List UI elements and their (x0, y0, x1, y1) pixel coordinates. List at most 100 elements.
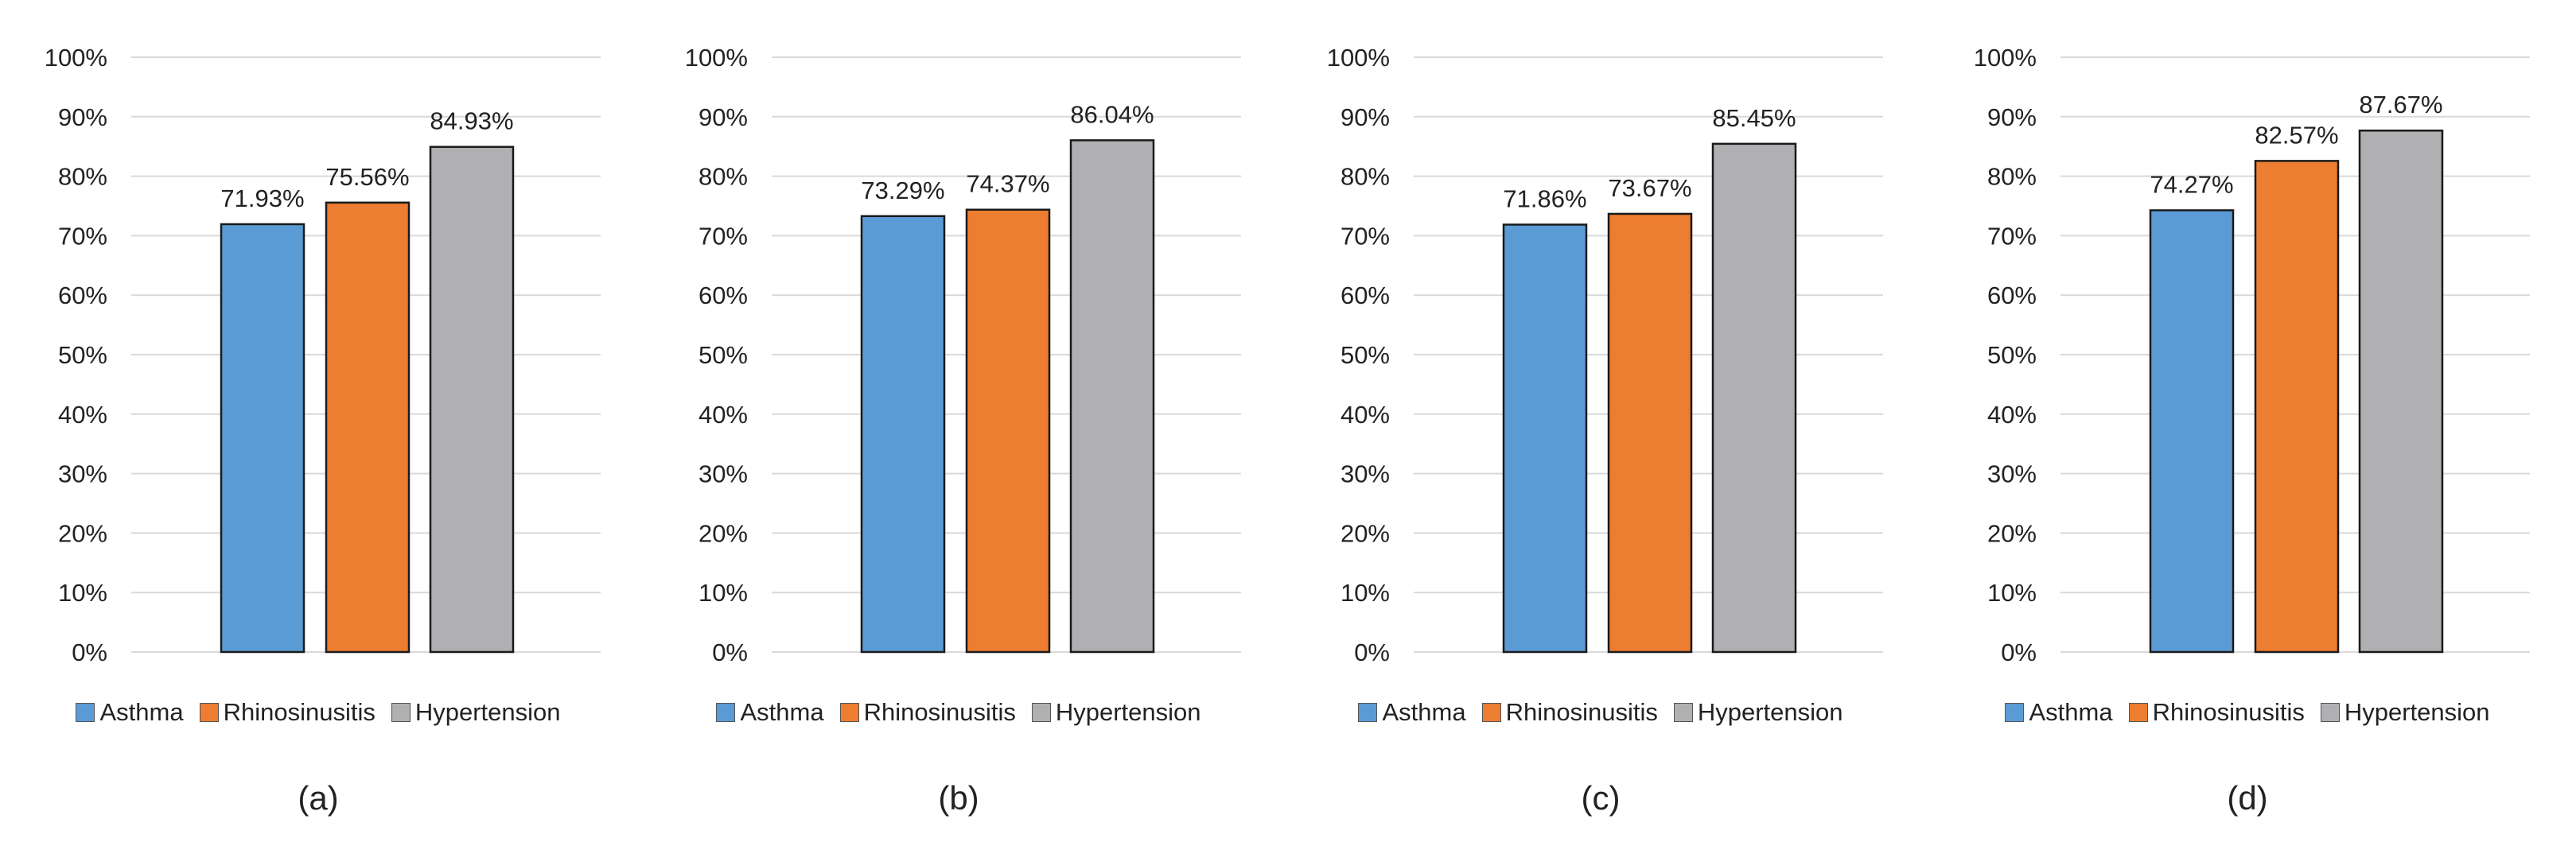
y-tick-label: 100% (45, 44, 107, 72)
y-tick-label: 80% (698, 163, 748, 191)
legend-item-hypertension: Hypertension (2320, 698, 2490, 727)
legend-swatch-hypertension (391, 703, 411, 722)
y-tick-label: 70% (698, 222, 748, 250)
legend-swatch-hypertension (1673, 703, 1693, 722)
y-tick-label: 20% (698, 519, 748, 547)
y-tick-label: 90% (1987, 103, 2037, 131)
legend-swatch-rhinosinusitis (839, 703, 859, 722)
y-tick-label: 100% (685, 44, 748, 72)
legend-swatch-asthma (76, 703, 95, 722)
legend-label-rhinosinusitis: Rhinosinusitis (863, 698, 1016, 726)
caption-d: (d) (2227, 779, 2268, 817)
legend-item-asthma: Asthma (716, 698, 824, 727)
y-tick-label: 30% (1341, 460, 1390, 488)
data-label-hypertension: 87.67% (2359, 91, 2442, 118)
legend-item-hypertension: Hypertension (1673, 698, 1843, 727)
caption-b: (b) (938, 779, 979, 817)
y-tick-label: 50% (1341, 341, 1390, 369)
legend-swatch-rhinosinusitis (2128, 703, 2148, 722)
y-tick-label: 20% (1987, 519, 2037, 547)
legend-label-hypertension: Hypertension (1697, 698, 1843, 726)
bar-chart-d: 0% 10% 20% 30% 40% 50% 60% 70% 80% 90% 100% 74.27% 8… (1974, 44, 2530, 666)
y-tick-label: 60% (58, 281, 107, 309)
legend-item-hypertension: Hypertension (1031, 698, 1201, 727)
bar-asthma (1502, 223, 1588, 654)
panel-a: 0% 10% 20% 30% 40% 50% 60% 70% 80% 90% 100% 71.93% 7… (0, 0, 636, 850)
y-tick-label: 80% (1341, 163, 1390, 191)
y-tick-label: 60% (1341, 281, 1390, 309)
y-tick-label: 70% (1987, 222, 2037, 250)
legend-c: Asthma Rhinosinusitis Hypertension (1282, 698, 1919, 727)
y-tick-label: 80% (58, 163, 107, 191)
legend-swatch-hypertension (2320, 703, 2340, 722)
legend-item-asthma: Asthma (2005, 698, 2113, 727)
legend-label-hypertension: Hypertension (2344, 698, 2490, 726)
data-label-rhinosinusitis: 75.56% (325, 163, 409, 191)
y-tick-label: 40% (1987, 401, 2037, 429)
legend-label-asthma: Asthma (2029, 698, 2113, 726)
legend-b: Asthma Rhinosinusitis Hypertension (640, 698, 1277, 727)
legend-item-rhinosinusitis: Rhinosinusitis (839, 698, 1016, 727)
y-tick-label: 10% (1341, 579, 1390, 607)
legend-item-hypertension: Hypertension (391, 698, 561, 727)
legend-d: Asthma Rhinosinusitis Hypertension (1929, 698, 2566, 727)
y-tick-label: 10% (1987, 579, 2037, 607)
y-tick-label: 100% (1974, 44, 2037, 72)
bar-chart-c: 0% 10% 20% 30% 40% 50% 60% 70% 80% 90% 100% 71.86% 7… (1327, 44, 1883, 666)
y-tick-label: 90% (1341, 103, 1390, 131)
legend-label-rhinosinusitis: Rhinosinusitis (1505, 698, 1658, 726)
panel-b: 0% 10% 20% 30% 40% 50% 60% 70% 80% 90% 100% 73.29% 7… (640, 0, 1277, 850)
legend-swatch-asthma (2005, 703, 2025, 722)
bar-rhinosinusitis (1607, 212, 1693, 654)
y-tick-label: 10% (58, 579, 107, 607)
caption-c: (c) (1581, 779, 1621, 817)
y-tick-label: 50% (58, 341, 107, 369)
data-label-asthma: 73.29% (861, 177, 944, 204)
bar-hypertension (429, 146, 515, 654)
bar-asthma (220, 223, 305, 654)
bar-asthma (2149, 209, 2235, 654)
bar-hypertension (2358, 129, 2444, 654)
y-tick-label: 90% (698, 103, 748, 131)
legend-label-asthma: Asthma (1382, 698, 1466, 726)
legend-item-rhinosinusitis: Rhinosinusitis (199, 698, 376, 727)
legend-item-asthma: Asthma (1358, 698, 1466, 727)
y-tick-label: 30% (1987, 460, 2037, 488)
legend-swatch-asthma (1358, 703, 1378, 722)
bar-rhinosinusitis (2254, 160, 2340, 654)
data-label-rhinosinusitis: 74.37% (966, 170, 1049, 198)
y-tick-label: 70% (1341, 222, 1390, 250)
panel-d: 0% 10% 20% 30% 40% 50% 60% 70% 80% 90% 100% 74.27% 8… (1929, 0, 2566, 850)
legend-swatch-rhinosinusitis (199, 703, 219, 722)
y-tick-label: 0% (2001, 638, 2037, 666)
y-tick-label: 0% (712, 638, 748, 666)
legend-item-asthma: Asthma (76, 698, 184, 727)
y-tick-label: 0% (1354, 638, 1390, 666)
legend-swatch-asthma (716, 703, 736, 722)
data-label-asthma: 71.93% (220, 184, 304, 212)
y-tick-label: 50% (1987, 341, 2037, 369)
caption-a: (a) (298, 779, 339, 817)
data-label-hypertension: 85.45% (1712, 104, 1796, 132)
data-label-hypertension: 84.93% (430, 107, 513, 135)
bar-rhinosinusitis (325, 201, 411, 654)
y-tick-label: 60% (1987, 281, 2037, 309)
bar-chart-b: 0% 10% 20% 30% 40% 50% 60% 70% 80% 90% 100% 73.29% 7… (685, 44, 1241, 666)
legend-swatch-rhinosinusitis (1481, 703, 1501, 722)
y-tick-label: 20% (58, 519, 107, 547)
y-tick-label: 40% (1341, 401, 1390, 429)
legend-label-rhinosinusitis: Rhinosinusitis (2152, 698, 2305, 726)
y-tick-label: 20% (1341, 519, 1390, 547)
y-tick-label: 80% (1987, 163, 2037, 191)
y-tick-label: 40% (58, 401, 107, 429)
legend-label-rhinosinusitis: Rhinosinusitis (223, 698, 376, 726)
legend-label-asthma: Asthma (99, 698, 184, 726)
bar-asthma (860, 215, 946, 654)
legend-item-rhinosinusitis: Rhinosinusitis (1481, 698, 1658, 727)
y-tick-label: 40% (698, 401, 748, 429)
legend-label-hypertension: Hypertension (1055, 698, 1201, 726)
y-tick-label: 10% (698, 579, 748, 607)
legend-label-hypertension: Hypertension (414, 698, 561, 726)
bar-hypertension (1069, 139, 1155, 654)
